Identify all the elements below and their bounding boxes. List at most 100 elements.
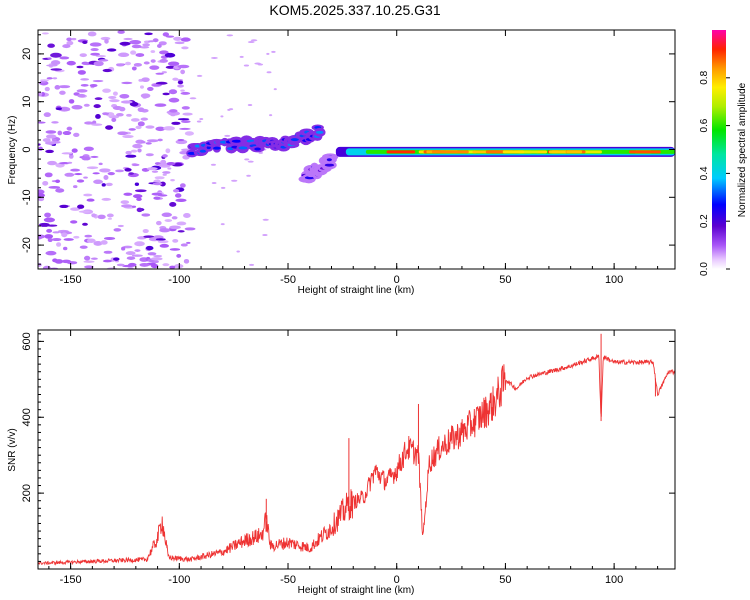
noise-blob	[47, 43, 55, 48]
noise-blob	[45, 134, 57, 139]
noise-blob	[117, 131, 128, 136]
noise-blob	[137, 107, 145, 113]
noise-blob	[132, 143, 143, 149]
noise-blob	[116, 263, 125, 267]
noise-blob	[84, 265, 94, 269]
noise-blob	[59, 204, 69, 209]
noise-blob	[162, 173, 167, 176]
noise-blob	[151, 84, 162, 87]
noise-blob	[77, 204, 85, 209]
noise-blob	[132, 194, 143, 199]
noise-blob	[86, 198, 95, 202]
noise-blob	[55, 188, 65, 193]
noise-blob	[98, 162, 103, 166]
noise-blob	[147, 40, 155, 43]
noise-blob	[95, 55, 107, 58]
spectrogram-x-tick-label: 50	[499, 274, 511, 286]
noise-blob	[74, 173, 83, 176]
noise-blob	[157, 163, 170, 167]
noise-blob	[103, 250, 113, 254]
noise-blob	[157, 240, 169, 244]
noise-blob	[61, 259, 72, 264]
noise-blob	[158, 41, 167, 46]
noise-blob	[84, 234, 93, 238]
noise-blob	[51, 138, 57, 142]
noise-blob	[46, 77, 53, 80]
noise-blob	[102, 112, 110, 116]
noise-blob	[105, 182, 113, 187]
noise-blob	[103, 175, 109, 180]
noise-blob	[180, 37, 191, 42]
noise-blob	[44, 234, 54, 239]
noise-blob	[100, 240, 108, 245]
noise-blob	[183, 212, 191, 218]
noise-blob	[150, 50, 156, 54]
colorbar-tick-label: 0.6	[699, 118, 710, 132]
noise-blob	[41, 32, 49, 35]
noise-blob	[116, 112, 124, 117]
noise-blob	[121, 246, 126, 251]
noise-blob	[199, 118, 204, 121]
noise-blob	[135, 125, 142, 130]
noise-blob	[142, 229, 149, 234]
noise-blob	[55, 107, 63, 111]
noise-blob	[71, 148, 78, 153]
noise-blob	[109, 99, 120, 103]
noise-blob	[246, 174, 251, 177]
noise-blob	[83, 146, 94, 152]
noise-blob	[133, 62, 142, 67]
carrier-core	[629, 150, 661, 154]
noise-blob	[153, 254, 163, 258]
noise-blob	[137, 121, 145, 127]
noise-blob	[228, 108, 234, 111]
branch-core	[206, 146, 211, 150]
noise-blob	[93, 61, 104, 67]
spectrogram-x-axis-label: Height of straight line (km)	[298, 285, 415, 296]
noise-blob	[153, 196, 161, 200]
noise-blob	[145, 142, 152, 145]
noise-blob	[181, 120, 191, 123]
noise-blob	[44, 212, 51, 218]
noise-blob	[220, 115, 224, 118]
noise-blob	[126, 256, 136, 260]
noise-blob	[258, 151, 263, 154]
spectrogram-y-tick-label: -10	[21, 189, 33, 205]
noise-blob	[174, 263, 184, 269]
noise-blob	[44, 172, 53, 178]
noise-blob	[44, 141, 57, 145]
noise-blob	[119, 106, 126, 112]
spectrogram-features	[186, 124, 675, 184]
noise-blob	[93, 104, 101, 109]
noise-blob	[210, 163, 216, 166]
noise-blob	[111, 117, 117, 122]
noise-blob	[157, 44, 162, 48]
carrier-core	[583, 150, 602, 154]
noise-blob	[178, 127, 191, 130]
noise-blob	[72, 185, 78, 189]
noise-blob	[62, 246, 68, 251]
noise-blob	[94, 97, 103, 101]
colorbar-tick-label: 0.0	[699, 262, 710, 276]
noise-blob	[45, 149, 54, 154]
noise-blob	[112, 91, 118, 96]
noise-blob	[150, 257, 163, 261]
noise-blob	[90, 257, 98, 260]
colorbar: 0.0 0.2 0.4 0.6 0.8 Normalized spectral ampl…	[699, 30, 748, 276]
noise-blob	[162, 32, 170, 37]
noise-blob	[51, 121, 59, 124]
noise-blob	[51, 237, 62, 242]
noise-blob	[38, 146, 43, 151]
noise-blob	[134, 182, 140, 186]
noise-blob	[175, 198, 187, 202]
noise-blob	[161, 212, 172, 218]
noise-blob	[121, 204, 133, 208]
noise-blob	[266, 52, 270, 55]
noise-blob	[76, 179, 85, 183]
noise-blob	[182, 112, 193, 116]
noise-blob	[254, 62, 262, 65]
noise-blob	[161, 71, 167, 74]
noise-blob	[177, 84, 184, 88]
noise-blob	[91, 123, 103, 126]
noise-blob	[47, 238, 53, 243]
noise-blob	[125, 154, 137, 158]
